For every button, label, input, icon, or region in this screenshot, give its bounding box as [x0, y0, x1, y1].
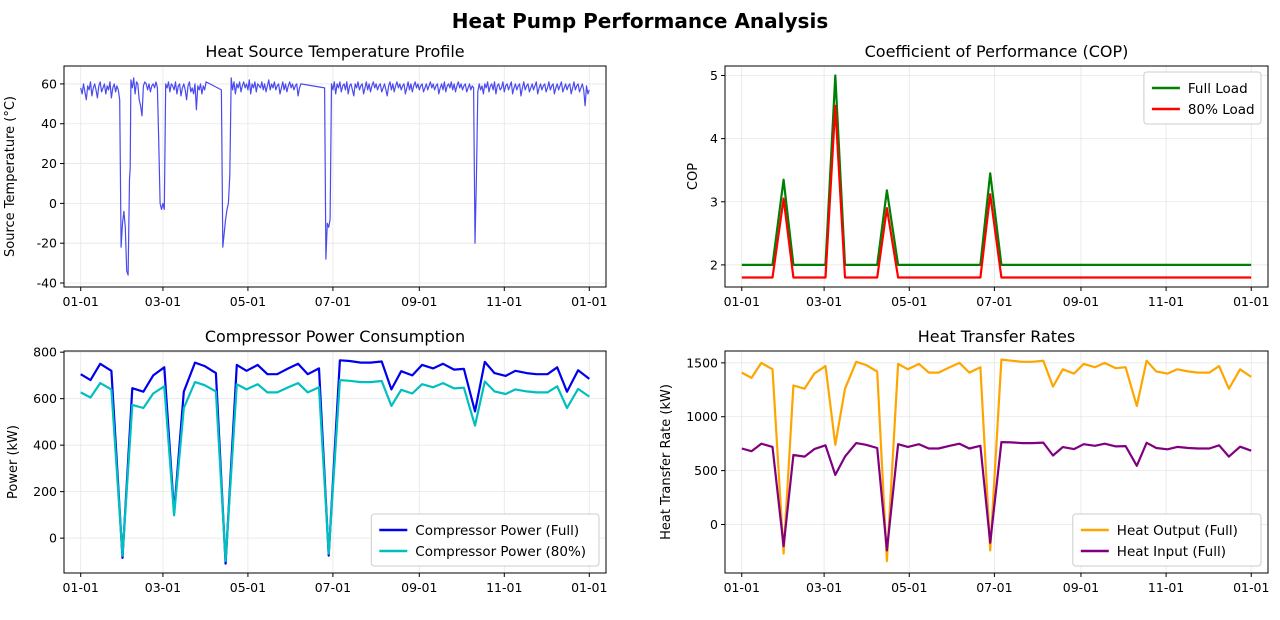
x-tick-label: 03-01	[145, 294, 181, 309]
x-tick-label: 07-01	[315, 580, 351, 595]
y-tick-label: 500	[694, 463, 718, 478]
chart-title: Coefficient of Performance (COP)	[865, 42, 1129, 61]
legend-box	[1143, 71, 1262, 125]
x-tick-label: 07-01	[976, 580, 1012, 595]
x-tick-label: 03-01	[145, 580, 181, 595]
x-tick-label: 03-01	[806, 580, 842, 595]
chart-title: Compressor Power Consumption	[205, 327, 465, 346]
x-tick-label: 05-01	[891, 294, 927, 309]
legend: Full Load 80% Load	[1143, 71, 1262, 125]
legend-box	[1072, 513, 1262, 567]
x-tick-label: 11-01	[486, 580, 522, 595]
legend-label: Compressor Power (80%)	[415, 544, 586, 560]
x-tick-label: 01-01	[571, 294, 607, 309]
x-tick-label: 05-01	[230, 294, 266, 309]
y-tick-label: 4	[710, 131, 718, 146]
y-tick-label: 400	[33, 438, 57, 453]
y-tick-label: 0	[710, 517, 718, 532]
series-line-2	[741, 104, 1252, 279]
legend: Compressor Power (Full) Compressor Power …	[370, 513, 600, 567]
series-line-1	[741, 358, 1252, 563]
x-tick-label: 09-01	[401, 294, 437, 309]
y-axis-label: COP	[686, 163, 701, 190]
y-tick-label: 1000	[686, 409, 718, 424]
x-tick-label: 09-01	[1063, 580, 1099, 595]
legend-label: Compressor Power (Full)	[415, 523, 579, 539]
x-tick-label: 01-01	[724, 580, 760, 595]
figure-title: Heat Pump Performance Analysis	[452, 9, 828, 33]
y-tick-label: -40	[37, 276, 57, 291]
chart-heat-source-temperature: 01-01 03-01 05-01 07-01 09-01 11-01 01-01 -40 -2…	[3, 42, 607, 309]
legend-label: Heat Input (Full)	[1117, 544, 1226, 560]
x-tick-label: 05-01	[891, 580, 927, 595]
chart-title: Heat Transfer Rates	[918, 327, 1075, 346]
legend-label: Heat Output (Full)	[1117, 523, 1238, 539]
x-tick-label: 07-01	[315, 294, 351, 309]
y-tick-label: 600	[33, 391, 57, 406]
x-tick-label: 05-01	[230, 580, 266, 595]
y-tick-label: 40	[41, 116, 57, 131]
chart-compressor-power: 01-01 03-01 05-01 07-01 09-01 11-01 01-01 0 200 4…	[6, 327, 607, 595]
series-line-1	[80, 77, 590, 276]
x-tick-label: 07-01	[976, 294, 1012, 309]
y-tick-label: 0	[49, 196, 57, 211]
chart-title: Heat Source Temperature Profile	[205, 42, 464, 61]
x-tick-label: 03-01	[806, 294, 842, 309]
x-tick-label: 11-01	[486, 294, 522, 309]
plot-frame	[724, 65, 1269, 288]
series-line-2	[80, 379, 590, 562]
x-tick-label: 01-01	[63, 580, 99, 595]
x-tick-label: 11-01	[1148, 294, 1184, 309]
y-axis-label: Power (kW)	[6, 425, 21, 499]
legend-label: Full Load	[1188, 81, 1248, 97]
y-tick-label: -20	[37, 236, 57, 251]
chart-heat-transfer-rates: 01-01 03-01 05-01 07-01 09-01 11-01 01-01 0 500 1…	[659, 327, 1269, 595]
y-tick-label: 200	[33, 484, 57, 499]
x-tick-label: 01-01	[571, 580, 607, 595]
x-tick-label: 09-01	[1063, 294, 1099, 309]
x-tick-label: 09-01	[401, 580, 437, 595]
y-axis-label: Source Temperature (°C)	[3, 96, 18, 257]
series-line-2	[741, 441, 1252, 552]
series-line-1	[741, 74, 1252, 266]
plot-frame	[63, 350, 607, 574]
legend-box	[370, 513, 600, 567]
y-tick-label: 20	[41, 156, 57, 171]
legend: Heat Output (Full) Heat Input (Full)	[1072, 513, 1262, 567]
x-tick-label: 11-01	[1148, 580, 1184, 595]
y-tick-label: 5	[710, 68, 718, 83]
y-tick-label: 800	[33, 345, 57, 360]
plot-frame	[724, 350, 1269, 574]
y-tick-label: 1500	[686, 355, 718, 370]
y-tick-label: 2	[710, 257, 718, 272]
x-tick-label: 01-01	[724, 294, 760, 309]
y-axis-label: Heat Transfer Rate (kW)	[659, 384, 674, 540]
chart-cop: 01-01 03-01 05-01 07-01 09-01 11-01 01-01 2 3 4 5 C…	[686, 42, 1269, 309]
x-tick-label: 01-01	[1233, 580, 1269, 595]
x-tick-label: 01-01	[63, 294, 99, 309]
legend-label: 80% Load	[1188, 102, 1255, 118]
y-tick-label: 3	[710, 194, 718, 209]
y-tick-label: 0	[49, 531, 57, 546]
x-tick-label: 01-01	[1233, 294, 1269, 309]
plot-frame	[63, 65, 607, 288]
y-tick-label: 60	[41, 76, 57, 91]
